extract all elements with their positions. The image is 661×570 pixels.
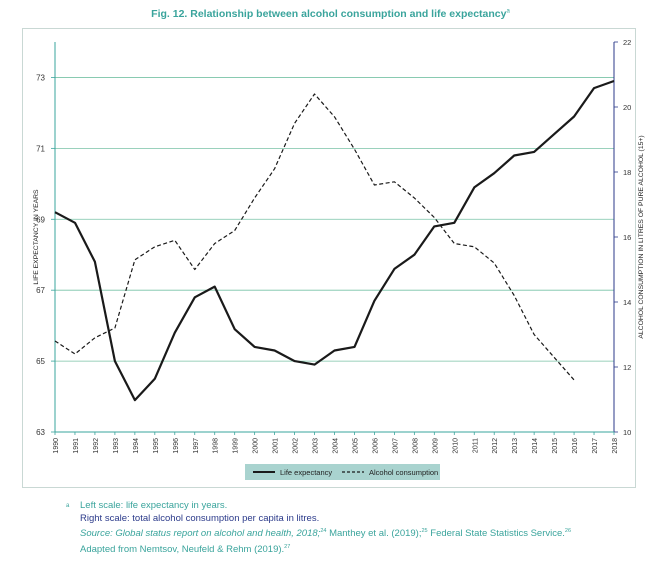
x-tick-label: 1995: [153, 438, 160, 454]
x-tick-label: 1993: [113, 438, 120, 454]
note-right-scale: Right scale: total alcohol consumption p…: [80, 512, 320, 524]
note-adapted: Adapted from Nemtsov, Neufeld & Rehm (20…: [80, 543, 291, 555]
x-tick-label: 2001: [273, 438, 280, 454]
alcohol-consumption-line: [54, 93, 575, 381]
chart-title: Fig. 12. Relationship between alcohol co…: [151, 8, 510, 20]
x-tick-label: 1999: [233, 438, 240, 454]
x-tick-label: 2014: [532, 438, 539, 454]
x-tick-label: 1991: [73, 438, 80, 454]
x-tick-label: 1990: [53, 438, 60, 454]
x-tick-label: 2005: [352, 438, 359, 454]
right-axis-title: ALCOHOL CONSUMPTION IN LITRES OF PURE AL…: [638, 135, 645, 338]
x-tick-label: 2007: [392, 438, 399, 454]
right-tick-label: 16: [623, 233, 631, 242]
left-tick-label: 71: [36, 144, 45, 153]
chart-frame: [22, 28, 636, 488]
chart-notes: a Left scale: life expectancy in years. …: [66, 500, 572, 556]
x-tick-label: 2011: [472, 438, 479, 453]
x-tick-label: 2008: [412, 438, 419, 454]
right-tick-label: 20: [623, 103, 631, 112]
x-tick-label: 2002: [293, 438, 300, 454]
life-expectancy-line: [54, 79, 615, 402]
x-tick-label: 2003: [313, 438, 320, 454]
left-tick-label: 69: [36, 215, 45, 224]
left-tick-label: 67: [36, 286, 45, 295]
note-marker: a: [66, 503, 70, 509]
x-tick-label: 2013: [512, 438, 519, 454]
x-tick-label: 2009: [432, 438, 439, 454]
right-tick-label: 22: [623, 38, 631, 47]
x-tick-label: 2000: [253, 438, 260, 454]
right-tick-label: 12: [623, 363, 631, 372]
note-source: Source: Global status report on alcohol …: [80, 528, 572, 540]
legend-label-life: Life expectancy: [280, 468, 332, 477]
note-left-scale: Left scale: life expectancy in years.: [80, 500, 228, 511]
x-tick-label: 2016: [572, 438, 579, 454]
right-tick-label: 10: [623, 428, 631, 437]
right-tick-label: 18: [623, 168, 631, 177]
left-tick-label: 65: [36, 357, 45, 366]
x-tick-label: 1992: [93, 438, 100, 454]
right-tick-label: 14: [623, 298, 631, 307]
x-tick-label: 2012: [492, 438, 499, 454]
x-tick-label: 2015: [552, 438, 559, 454]
x-tick-label: 2017: [592, 438, 599, 454]
left-axis-title: LIFE EXPECTANCY IN YEARS: [33, 189, 40, 285]
left-tick-label: 73: [36, 73, 45, 82]
x-tick-label: 1994: [133, 438, 140, 454]
x-tick-label: 2004: [333, 438, 340, 454]
x-tick-label: 2010: [452, 438, 459, 454]
x-tick-label: 1998: [213, 438, 220, 454]
x-tick-label: 1997: [193, 438, 200, 454]
x-tick-label: 2018: [612, 438, 619, 454]
x-tick-label: 1996: [173, 438, 180, 454]
legend-label-alcohol: Alcohol consumption: [369, 468, 438, 477]
x-tick-label: 2006: [372, 438, 379, 454]
left-tick-label: 63: [36, 428, 45, 437]
